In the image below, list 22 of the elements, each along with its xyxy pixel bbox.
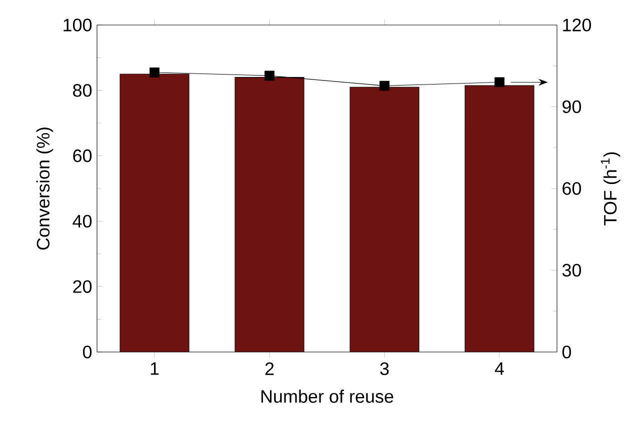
y-tick-label: 100 [64,18,92,32]
y2-tick-label: 0 [562,346,572,358]
x-tick-label: 2 [265,362,274,375]
point [150,67,160,78]
y-tick-label: 40 [72,214,92,228]
point [494,77,504,88]
y-tick-label: 80 [73,84,92,97]
y-axis-title: Conversion (%) [36,128,54,250]
x-tick-label: 4 [494,362,504,375]
y-tick-label: 0 [83,346,92,358]
x-tick-label: 3 [380,362,389,376]
y2-axis-title: TOF (h$^{-1}$) [600,152,620,226]
y2-tick-label: 60 [562,182,582,195]
x-axis-title: Number of reuse [261,390,394,403]
y2-tick-label: 30 [562,264,582,277]
y2-tick-label: 90 [562,100,582,114]
y-tick-label: 60 [73,149,92,162]
x-tick-label: 1 [150,362,159,375]
point [264,70,274,81]
y-tick-label: 20 [73,280,92,293]
y2-tick-label: 120 [563,18,592,32]
point [380,80,390,91]
